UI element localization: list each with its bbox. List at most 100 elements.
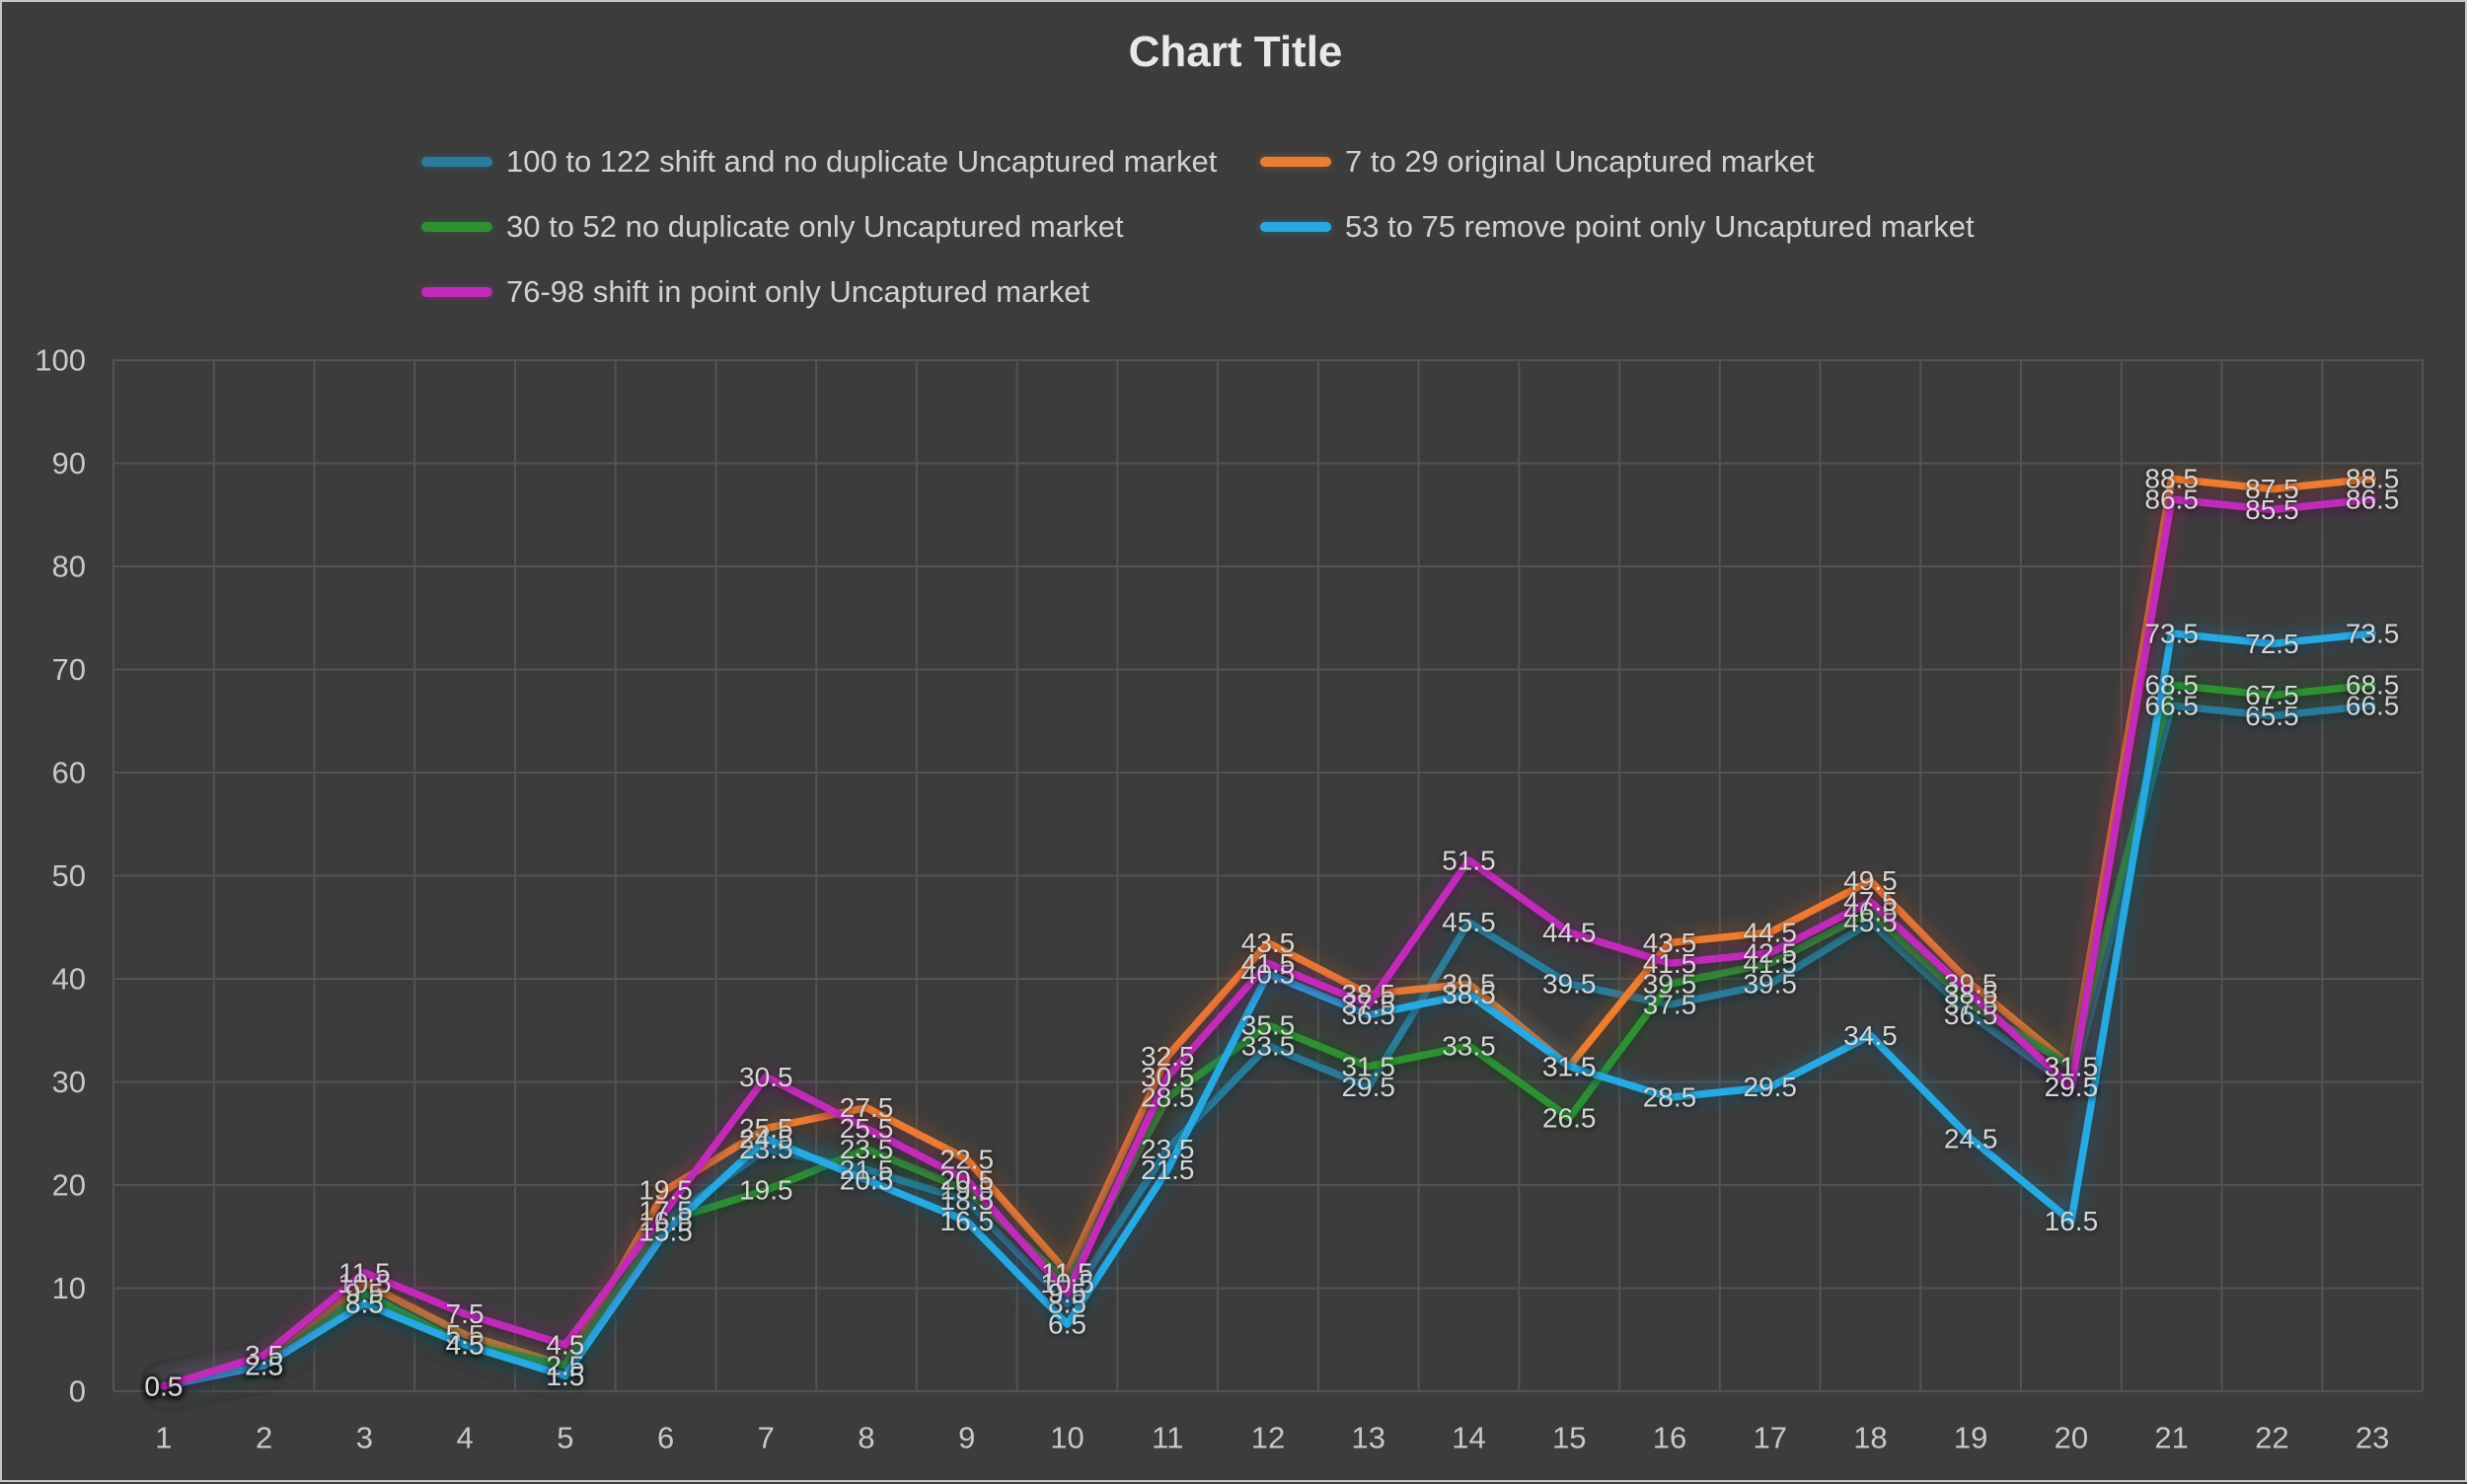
data-label: 0.5 bbox=[144, 1371, 183, 1401]
svg-text:10: 10 bbox=[52, 1271, 86, 1305]
data-label: 66.5 bbox=[2346, 691, 2400, 721]
data-label: 38.5 bbox=[1442, 979, 1496, 1009]
svg-text:19: 19 bbox=[1954, 1421, 1987, 1455]
data-label: 85.5 bbox=[2245, 494, 2299, 525]
data-label: 24.5 bbox=[1944, 1123, 1998, 1153]
data-label: 0.5 bbox=[144, 1371, 183, 1401]
x-axis-labels: 1 2 3 4 5 6 7 8 9 10 11 12 13 14 15 16 17 18 19 20 21 22 23 bbox=[155, 1421, 2389, 1455]
svg-text:60: 60 bbox=[52, 756, 86, 790]
data-label: 44.5 bbox=[1743, 917, 1797, 947]
legend: 100 to 122 shift and no duplicate Uncapt… bbox=[2, 2, 2467, 328]
svg-text:13: 13 bbox=[1351, 1421, 1384, 1455]
legend-item-label: 76-98 shift in point only Uncaptured mar… bbox=[506, 274, 1090, 309]
svg-text:30: 30 bbox=[52, 1065, 86, 1099]
svg-text:20: 20 bbox=[52, 1168, 86, 1203]
data-label: 88.5 bbox=[2346, 464, 2400, 494]
series-line bbox=[160, 495, 2376, 1390]
svg-text:11: 11 bbox=[1152, 1421, 1183, 1455]
data-label: 33.5 bbox=[1241, 1030, 1296, 1061]
data-label: 24.5 bbox=[739, 1123, 793, 1153]
data-label: 29.5 bbox=[2045, 1072, 2099, 1102]
data-label: 27.5 bbox=[840, 1092, 894, 1123]
data-label: 4.5 bbox=[446, 1329, 485, 1360]
data-label: 19.5 bbox=[638, 1175, 693, 1206]
svg-text:9: 9 bbox=[958, 1421, 975, 1455]
svg-text:70: 70 bbox=[52, 652, 86, 687]
legend-swatch-icon bbox=[1260, 157, 1331, 167]
data-label: 0.5 bbox=[144, 1371, 183, 1401]
data-label: 45.5 bbox=[1442, 907, 1496, 937]
data-label: 4.5 bbox=[446, 1329, 485, 1360]
data-label: 66.5 bbox=[2144, 691, 2199, 721]
legend-swatch-icon bbox=[421, 287, 492, 297]
data-label: 5.5 bbox=[446, 1319, 485, 1350]
svg-text:21: 21 bbox=[2154, 1421, 2188, 1455]
data-label: 34.5 bbox=[1843, 1020, 1898, 1051]
data-label: 41.5 bbox=[1241, 948, 1296, 979]
legend-item-label: 100 to 122 shift and no duplicate Uncapt… bbox=[506, 144, 1218, 179]
data-label: 29.5 bbox=[2045, 1072, 2099, 1102]
data-label: 26.5 bbox=[1542, 1103, 1597, 1134]
data-label: 1.5 bbox=[546, 1361, 584, 1391]
data-label: 37.5 bbox=[1944, 990, 1998, 1020]
data-label: 0.5 bbox=[144, 1371, 183, 1401]
data-label: 43.5 bbox=[1643, 928, 1697, 958]
series-lines bbox=[160, 475, 2376, 1390]
data-label: 41.5 bbox=[1643, 948, 1697, 979]
data-label: 10.5 bbox=[1040, 1268, 1094, 1298]
data-label: 11.5 bbox=[338, 1257, 390, 1288]
chart-title: Chart Title bbox=[1128, 28, 1343, 76]
svg-text:40: 40 bbox=[52, 962, 86, 997]
data-label: 41.5 bbox=[1743, 948, 1797, 979]
data-label: 87.5 bbox=[2245, 474, 2299, 504]
svg-text:8: 8 bbox=[858, 1421, 874, 1455]
legend-item-label: 7 to 29 original Uncaptured market bbox=[1345, 144, 1815, 179]
data-label: 46.5 bbox=[1843, 897, 1898, 928]
data-label: 28.5 bbox=[1141, 1082, 1195, 1113]
data-label: 42.5 bbox=[1743, 937, 1797, 968]
data-label: 18.5 bbox=[940, 1185, 995, 1216]
data-label: 73.5 bbox=[2346, 618, 2400, 648]
data-label: 73.5 bbox=[2144, 618, 2199, 648]
data-label: 39.5 bbox=[1944, 969, 1998, 1000]
svg-text:3: 3 bbox=[356, 1421, 373, 1455]
svg-text:100: 100 bbox=[35, 343, 86, 378]
data-label: 20.5 bbox=[940, 1164, 995, 1195]
data-label: 20.5 bbox=[840, 1164, 894, 1195]
data-label: 8.5 bbox=[345, 1289, 384, 1319]
data-label: 17.5 bbox=[638, 1196, 693, 1226]
data-label: 4.5 bbox=[446, 1329, 485, 1360]
data-label: 19.5 bbox=[739, 1175, 793, 1206]
legend-item: 76-98 shift in point only Uncaptured mar… bbox=[421, 272, 1089, 312]
data-label: 33.5 bbox=[1442, 1030, 1496, 1061]
svg-text:90: 90 bbox=[52, 446, 86, 481]
data-label: 43.5 bbox=[1241, 928, 1296, 958]
svg-text:22: 22 bbox=[2255, 1421, 2288, 1455]
svg-text:14: 14 bbox=[1452, 1421, 1485, 1455]
data-label: 16.5 bbox=[638, 1206, 693, 1236]
svg-text:80: 80 bbox=[52, 550, 86, 584]
data-label: 16.5 bbox=[638, 1206, 693, 1236]
data-label: 39.5 bbox=[1643, 969, 1697, 1000]
svg-text:10: 10 bbox=[1050, 1421, 1084, 1455]
data-label: 65.5 bbox=[2245, 701, 2299, 731]
data-label: 2.5 bbox=[546, 1350, 584, 1380]
svg-text:20: 20 bbox=[2055, 1421, 2088, 1455]
legend-swatch-icon bbox=[421, 222, 492, 232]
data-label: 23.5 bbox=[739, 1134, 793, 1164]
data-label: 31.5 bbox=[2045, 1051, 2099, 1081]
data-label: 6.5 bbox=[1048, 1309, 1086, 1340]
svg-text:0: 0 bbox=[69, 1374, 86, 1409]
data-label: 37.5 bbox=[1643, 990, 1697, 1020]
svg-text:23: 23 bbox=[2355, 1421, 2389, 1455]
data-label: 2.5 bbox=[245, 1350, 283, 1380]
data-label: 86.5 bbox=[2346, 484, 2400, 515]
data-label: 25.5 bbox=[840, 1113, 894, 1144]
data-label: 38.5 bbox=[1944, 979, 1998, 1009]
data-label: 8.5 bbox=[1048, 1289, 1086, 1319]
data-label: 3.5 bbox=[245, 1340, 283, 1371]
data-label: 31.5 bbox=[2045, 1051, 2099, 1081]
data-label: 21.5 bbox=[840, 1154, 894, 1185]
